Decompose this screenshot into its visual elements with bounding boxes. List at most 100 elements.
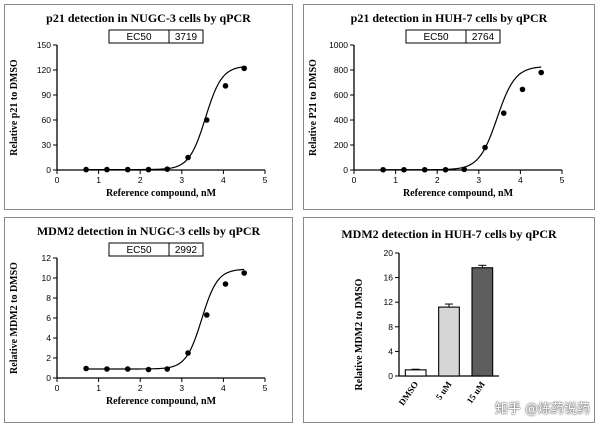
- chart-title: MDM2 detection in HUH-7 cells by qPCR: [341, 227, 557, 241]
- x-axis-label: Reference compound, nM: [106, 396, 217, 407]
- x-tick-label: 3: [476, 175, 481, 185]
- y-tick-label: 0: [388, 371, 393, 381]
- data-point: [519, 86, 526, 93]
- x-tick-label: 4: [518, 175, 523, 185]
- x-category-label: 5 uM: [434, 379, 454, 402]
- panel-mdm2-nugc3: MDM2 detection in NUGC-3 cells by qPCR EC…: [4, 217, 293, 423]
- chart-p21-nugc3: p21 detection in NUGC-3 cells by qPCR EC5…: [9, 11, 268, 199]
- x-tick-label: 2: [435, 175, 440, 185]
- x-tick-label: 4: [221, 383, 226, 393]
- ec50-value: 2992: [175, 245, 198, 256]
- y-tick-label: 4: [46, 333, 51, 343]
- data-point: [83, 166, 89, 173]
- y-tick-label: 12: [42, 253, 52, 263]
- x-tick-label: 3: [179, 383, 184, 393]
- data-point: [185, 350, 191, 356]
- y-tick-label: 800: [334, 65, 348, 75]
- y-tick-label: 12: [384, 297, 394, 307]
- data-point: [500, 110, 507, 116]
- x-tick-label: 0: [55, 175, 60, 185]
- y-tick-label: 0: [46, 373, 51, 383]
- x-tick-label: 2: [138, 175, 143, 185]
- data-point: [538, 69, 544, 76]
- data-point: [203, 312, 210, 318]
- ec50-label: EC50: [423, 32, 448, 43]
- y-tick-label: 0: [343, 165, 348, 175]
- bar: [471, 267, 494, 377]
- x-tick-label: 3: [179, 175, 184, 185]
- data-point: [241, 65, 247, 72]
- x-tick-label: 1: [96, 383, 101, 393]
- data-point: [83, 365, 89, 372]
- y-axis-label: Relative MDM2 to DMSO: [354, 278, 365, 390]
- y-tick-label: 20: [384, 248, 394, 258]
- ec50-label: EC50: [126, 32, 151, 43]
- chart-title: p21 detection in NUGC-3 cells by qPCR: [46, 11, 251, 25]
- chart-title: MDM2 detection in NUGC-3 cells by qPCR: [37, 224, 261, 238]
- data-point: [124, 366, 131, 372]
- y-axis-label: Relative p21 to DMSO: [9, 59, 20, 156]
- watermark: 知乎 @炼药说药: [494, 402, 590, 417]
- x-tick-label: 0: [352, 175, 357, 185]
- data-point: [222, 281, 229, 287]
- ec50-value-box: [168, 242, 204, 257]
- x-tick-label: 5: [263, 175, 268, 185]
- ec50-value: 3719: [175, 32, 198, 43]
- x-category-label: DMSO: [397, 379, 421, 407]
- data-point: [442, 166, 449, 173]
- y-tick-label: 400: [334, 115, 348, 125]
- data-point: [164, 366, 171, 372]
- data-point: [104, 166, 110, 173]
- y-tick-label: 16: [384, 273, 394, 283]
- y-tick-label: 8: [46, 293, 51, 303]
- x-tick-label: 2: [138, 383, 143, 393]
- chart-mdm2-nugc3: MDM2 detection in NUGC-3 cells by qPCR EC…: [9, 224, 268, 407]
- x-tick-label: 0: [55, 383, 60, 393]
- y-tick-label: 90: [42, 90, 52, 100]
- fit-curve: [86, 268, 245, 370]
- data-point: [124, 166, 131, 173]
- data-point: [145, 166, 152, 173]
- y-tick-label: 2: [46, 353, 51, 363]
- ec50-value-box: [465, 29, 501, 44]
- y-tick-label: 6: [46, 313, 51, 323]
- fit-curve: [383, 66, 542, 171]
- chart-p21-huh7: p21 detection in HUH-7 cells by qPCR EC50…: [308, 11, 565, 199]
- panel-p21-huh7: p21 detection in HUH-7 cells by qPCR EC50…: [303, 4, 595, 210]
- data-point: [461, 166, 468, 173]
- data-point: [164, 166, 171, 172]
- y-axis-label: Relative MDM2 to DMSO: [9, 262, 20, 374]
- data-point: [482, 144, 488, 151]
- x-axis-label: Reference compound, nM: [403, 188, 514, 199]
- data-point: [222, 83, 229, 89]
- y-tick-label: 0: [46, 165, 51, 175]
- y-tick-label: 4: [388, 346, 393, 356]
- panel-p21-nugc3: p21 detection in NUGC-3 cells by qPCR EC5…: [4, 4, 293, 210]
- y-tick-label: 60: [42, 115, 52, 125]
- ec50-label: EC50: [126, 245, 151, 256]
- ec50-value: 2764: [472, 32, 495, 43]
- data-point: [380, 166, 386, 173]
- y-tick-label: 30: [42, 140, 52, 150]
- data-point: [185, 154, 191, 161]
- x-tick-label: 1: [96, 175, 101, 185]
- ec50-value-box: [168, 29, 204, 44]
- bar: [404, 369, 427, 377]
- data-point: [145, 366, 152, 373]
- data-point: [203, 117, 210, 123]
- y-tick-label: 150: [37, 40, 51, 50]
- y-axis-label: Relative P21 to DMSO: [308, 59, 319, 156]
- data-point: [104, 366, 110, 372]
- x-tick-label: 5: [263, 383, 268, 393]
- x-axis-label: Reference compound, nM: [106, 188, 217, 199]
- y-tick-label: 10: [42, 273, 52, 283]
- data-point: [401, 166, 407, 173]
- panel-mdm2-huh7: MDM2 detection in HUH-7 cells by qPCR 0 4 8…: [303, 217, 595, 423]
- y-tick-label: 8: [388, 322, 393, 332]
- y-tick-label: 200: [334, 140, 348, 150]
- x-tick-label: 4: [221, 175, 226, 185]
- y-tick-label: 1000: [329, 40, 348, 50]
- chart-title: p21 detection in HUH-7 cells by qPCR: [351, 11, 548, 25]
- fit-curve: [86, 66, 245, 171]
- bar: [438, 306, 460, 377]
